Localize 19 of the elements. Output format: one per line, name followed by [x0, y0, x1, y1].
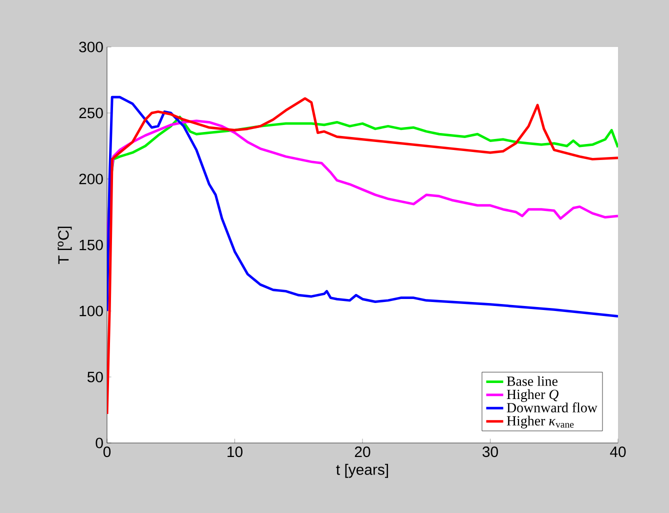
- x-axis-title: t [years]: [336, 464, 388, 478]
- y-tick-label: 200: [79, 174, 103, 184]
- x-tick-label: 10: [228, 446, 242, 458]
- y-tick-label: 0: [96, 438, 103, 448]
- x-tick-label: 0: [103, 446, 111, 458]
- y-tick-label: 250: [79, 108, 103, 118]
- y-tick-label: 100: [80, 306, 103, 316]
- x-tick-label: 20: [354, 446, 370, 458]
- legend-label: Downward flow: [506, 402, 598, 412]
- legend-label: Higher κ$_{vane}$: [506, 416, 574, 428]
- x-tick-label: 30: [482, 446, 498, 458]
- y-tick-label: 150: [80, 240, 103, 250]
- y-axis-title: T [$^{o}$C]: [58, 226, 72, 264]
- y-tick-label: 50: [87, 372, 103, 382]
- line-series: [107, 96, 618, 318]
- legend-label: Higher Q: [506, 389, 558, 402]
- y-tick-label: 300: [79, 42, 103, 52]
- legend-label: Base line: [506, 376, 558, 386]
- x-tick-label: 40: [610, 446, 626, 458]
